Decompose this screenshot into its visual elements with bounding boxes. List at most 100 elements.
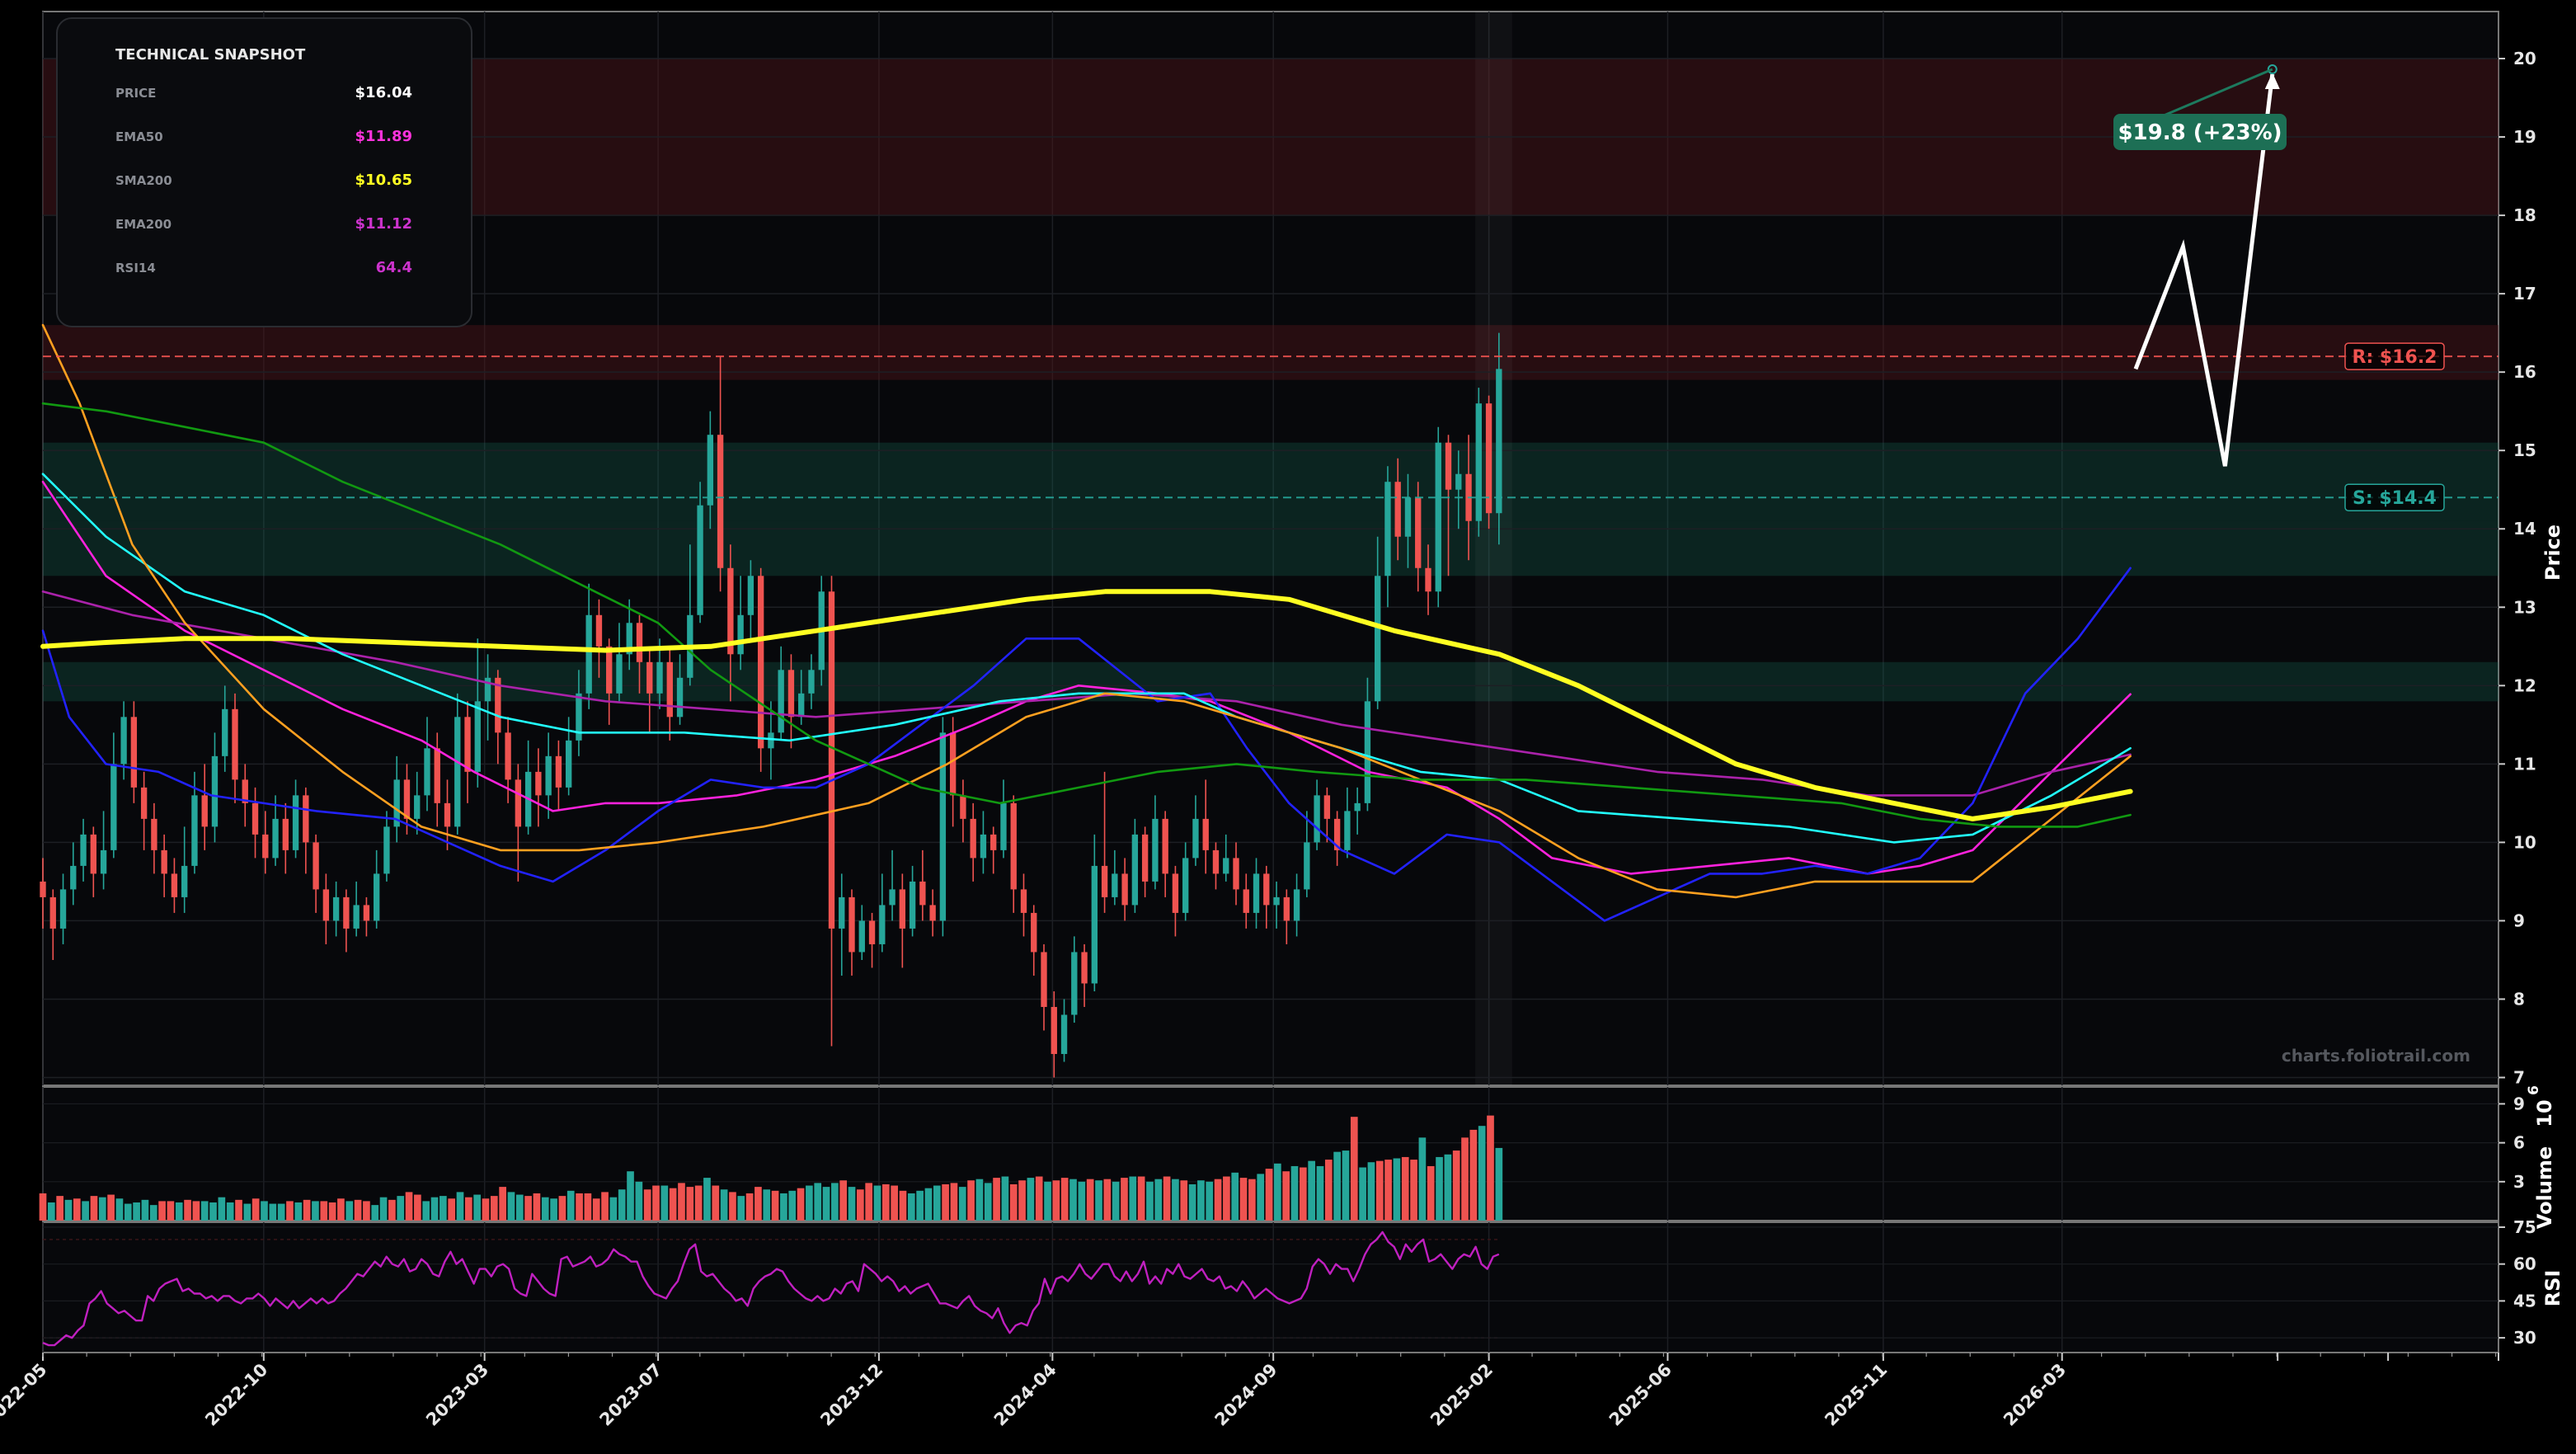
volume-bar	[1137, 1176, 1145, 1221]
candle-body	[242, 779, 248, 803]
volume-bar	[1274, 1163, 1281, 1221]
volume-bar	[1333, 1151, 1341, 1221]
candle-body	[1233, 858, 1239, 890]
candle	[839, 873, 845, 976]
candle-body	[1496, 369, 1502, 514]
zone-resistance	[43, 325, 2498, 380]
candle	[211, 732, 219, 843]
volume-bar	[958, 1187, 966, 1221]
volume-bar	[942, 1183, 949, 1221]
candle-body	[828, 591, 835, 929]
candle	[181, 826, 188, 913]
candle-body	[383, 826, 390, 874]
candle	[1475, 388, 1482, 537]
candle	[1101, 771, 1108, 913]
candle	[949, 717, 957, 827]
candle-body	[1141, 834, 1149, 882]
candle-body	[1394, 482, 1401, 537]
candle-body	[251, 802, 259, 835]
volume-bar	[261, 1201, 268, 1221]
volume-axis-label: Volume	[2533, 1146, 2556, 1229]
candle-body	[1304, 842, 1310, 890]
candle-body	[484, 677, 491, 702]
volume-bar	[1469, 1129, 1478, 1221]
candle	[1081, 943, 1088, 1007]
level-label-support: S: $14.4	[2353, 488, 2437, 509]
volume-bar	[320, 1201, 328, 1221]
volume-bar	[200, 1201, 209, 1221]
candle	[1172, 865, 1179, 937]
overlay-line-ma-mid	[41, 473, 2132, 844]
candle-body	[161, 849, 167, 874]
candle-body	[646, 661, 653, 694]
volume-bar	[1427, 1165, 1435, 1221]
candle-body	[1263, 873, 1270, 906]
volume-bar	[277, 1203, 285, 1221]
zone-support	[43, 520, 2498, 576]
candle-body	[1212, 849, 1220, 874]
candle-body	[1455, 473, 1462, 490]
candle-body	[474, 701, 481, 772]
volume-bar	[924, 1188, 933, 1221]
volume-bar	[1257, 1174, 1265, 1221]
candle	[1273, 881, 1280, 929]
candle-body	[970, 818, 976, 859]
candle	[1091, 834, 1098, 991]
volume-bar	[1206, 1181, 1214, 1221]
candle	[1202, 779, 1209, 874]
level-label-resistance: R: $16.2	[2353, 347, 2437, 368]
candle-body	[1273, 896, 1280, 906]
candle-body	[454, 717, 461, 827]
volume-bar	[1154, 1179, 1163, 1221]
candle	[899, 873, 906, 968]
candle-body	[464, 717, 471, 772]
volume-bar	[1265, 1169, 1273, 1221]
candle	[595, 599, 603, 678]
snapshot-label-sma200: SMA200	[115, 173, 172, 188]
candle	[970, 802, 976, 882]
candle	[403, 764, 411, 835]
volume-bar	[627, 1171, 634, 1221]
volume-bar	[482, 1198, 490, 1221]
candle-body	[727, 567, 734, 655]
candle-body	[1060, 1014, 1068, 1054]
volume-bar	[1035, 1176, 1043, 1221]
candle-body	[868, 920, 876, 944]
candle	[454, 693, 461, 835]
candle-body	[40, 881, 46, 897]
candle	[1375, 536, 1381, 709]
candle-body	[1020, 889, 1027, 913]
volume-bar	[107, 1194, 115, 1221]
overlay-line-ema50	[41, 480, 2132, 875]
candle	[322, 873, 330, 944]
candle	[171, 858, 178, 913]
volume-bar	[1248, 1179, 1256, 1221]
volume-bar	[251, 1198, 260, 1221]
candle	[474, 638, 481, 788]
candle	[848, 889, 855, 976]
candle-body	[1192, 818, 1199, 859]
price-y-tick-label: 11	[2513, 754, 2536, 774]
candle	[1152, 795, 1159, 890]
candle	[737, 576, 744, 671]
volume-bar	[592, 1198, 600, 1221]
volume-bar	[430, 1197, 439, 1221]
projection-target-box	[2113, 114, 2287, 151]
volume-bar	[669, 1188, 677, 1221]
volume-bar	[1223, 1176, 1230, 1221]
candle-body	[616, 654, 623, 694]
recent-highlight-band	[1475, 12, 1512, 1085]
candle-body	[1091, 865, 1098, 984]
volume-bar	[541, 1197, 549, 1221]
volume-bar	[82, 1201, 89, 1221]
candle	[868, 912, 876, 968]
candle-body	[1071, 952, 1078, 1015]
volume-bar	[1308, 1160, 1315, 1221]
candle	[666, 646, 673, 741]
candle-body	[201, 795, 208, 827]
candle-body	[1485, 403, 1492, 514]
volume-bar	[39, 1193, 47, 1221]
candle-body	[879, 905, 886, 944]
volume-bar	[1027, 1178, 1035, 1221]
